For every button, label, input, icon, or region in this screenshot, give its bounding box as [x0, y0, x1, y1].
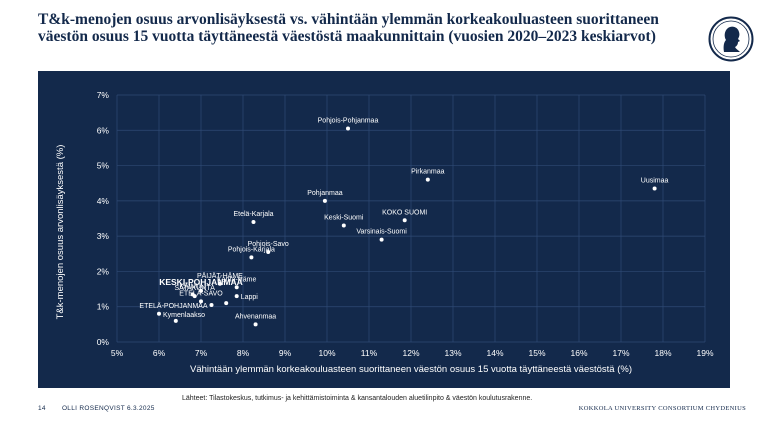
- data-label: Etelä-Karjala: [233, 211, 273, 218]
- data-point: [157, 311, 161, 316]
- x-tick-label: 6%: [153, 348, 166, 358]
- x-tick-label: 15%: [528, 348, 545, 358]
- y-tick-label: 1%: [97, 302, 110, 312]
- data-point: [217, 281, 222, 286]
- page-title: T&k-menojen osuus arvonlisäyksestä vs. v…: [38, 11, 659, 45]
- university-seal-portrait-icon: [708, 16, 754, 62]
- data-label: PÄIJÄT-HÄME: [197, 272, 243, 280]
- y-tick-label: 5%: [97, 161, 110, 171]
- x-tick-label: 18%: [654, 348, 671, 358]
- data-point: [234, 285, 239, 290]
- data-label: Pohjois-Savo: [248, 241, 289, 248]
- x-axis-label: Vähintään ylemmän korkeakouluasteen suor…: [190, 364, 632, 375]
- data-point: [249, 255, 254, 260]
- x-tick-label: 10%: [318, 348, 335, 358]
- x-tick-label: 16%: [570, 348, 587, 358]
- y-tick-label: 3%: [97, 231, 110, 241]
- footer-left: 14 OLLI ROSENQVIST 6.3.2025: [38, 405, 169, 412]
- y-tick-label: 0%: [97, 337, 110, 347]
- data-label: ETELÄ-SAVO: [179, 289, 223, 297]
- x-tick-label: 14%: [486, 348, 503, 358]
- data-point: [266, 250, 271, 255]
- data-label: Pohjois-Karjala: [228, 246, 275, 253]
- data-point: [234, 294, 239, 299]
- data-point: [341, 223, 346, 228]
- data-label: Varsinais-Suomi: [356, 229, 407, 236]
- scatter-chart: 5% 6% 7% 8% 9% 10% 11% 12% 13% 14% 15% 16% 17% 18% 19%…: [55, 90, 714, 375]
- data-label: SATAKUNTA: [174, 285, 215, 292]
- x-tick-label: 7%: [195, 348, 208, 358]
- y-tick-label: 4%: [97, 196, 110, 206]
- data-point: [322, 198, 327, 203]
- data-point: [253, 322, 258, 327]
- data-point: [402, 218, 407, 223]
- data-point: [173, 318, 178, 323]
- data-point: [224, 301, 229, 306]
- x-tick-label: 5%: [111, 348, 124, 358]
- x-tick-label: 8%: [237, 348, 250, 358]
- x-tick-label: 11%: [361, 348, 378, 358]
- data-label: Pirkanmaa: [411, 169, 445, 176]
- data-label: Kanta-Häme: [217, 276, 256, 283]
- data-point: [192, 294, 197, 299]
- data-label: Kymenlaakso: [163, 312, 205, 319]
- page-number: 14: [38, 405, 46, 412]
- data-point: [199, 299, 203, 304]
- data-point: [652, 186, 657, 191]
- author-date: OLLI ROSENQVIST 6.3.2025: [61, 405, 155, 412]
- y-tick-label: 2%: [97, 266, 110, 276]
- data-point: [209, 302, 214, 307]
- data-label: Uusimaa: [641, 178, 669, 185]
- data-point: [379, 237, 384, 242]
- data-label: KOKO SUOMI: [382, 209, 427, 216]
- footer-organization: KOKKOLA UNIVERSITY CONSORTIUM CHYDENIUS: [578, 405, 746, 412]
- data-point: [199, 288, 203, 293]
- data-label: Lappi: [241, 294, 259, 301]
- source-note: Lähteet: Tilastokeskus, tutkimus- ja keh…: [182, 395, 533, 402]
- data-label: KESKI-POHJANMAA: [159, 277, 243, 287]
- data-label: Keski-Suomi: [324, 215, 364, 222]
- data-point: [425, 177, 430, 182]
- x-tick-label: 17%: [612, 348, 629, 358]
- data-label: KAINUU: [179, 283, 205, 290]
- data-point: [346, 126, 350, 131]
- data-label: Ahvenanmaa: [235, 313, 276, 320]
- x-tick-label: 12%: [402, 348, 419, 358]
- y-tick-label: 6%: [97, 125, 110, 135]
- y-tick-label: 7%: [97, 90, 110, 100]
- x-tick-label: 13%: [444, 348, 461, 358]
- x-tick-label: 9%: [279, 348, 292, 358]
- data-label: Pohjois-Pohjanmaa: [318, 118, 379, 125]
- data-point: [251, 220, 256, 225]
- x-tick-label: 19%: [696, 348, 713, 358]
- data-label: ETELÄ-POHJANMAA: [139, 302, 207, 310]
- chart-panel: 5% 6% 7% 8% 9% 10% 11% 12% 13% 14% 15% 16% 17% 18% 19%…: [38, 71, 730, 388]
- data-label: Pohjanmaa: [307, 190, 343, 197]
- y-axis-label: T&k-menojen osuus arvonlisäyksestä (%): [55, 145, 66, 320]
